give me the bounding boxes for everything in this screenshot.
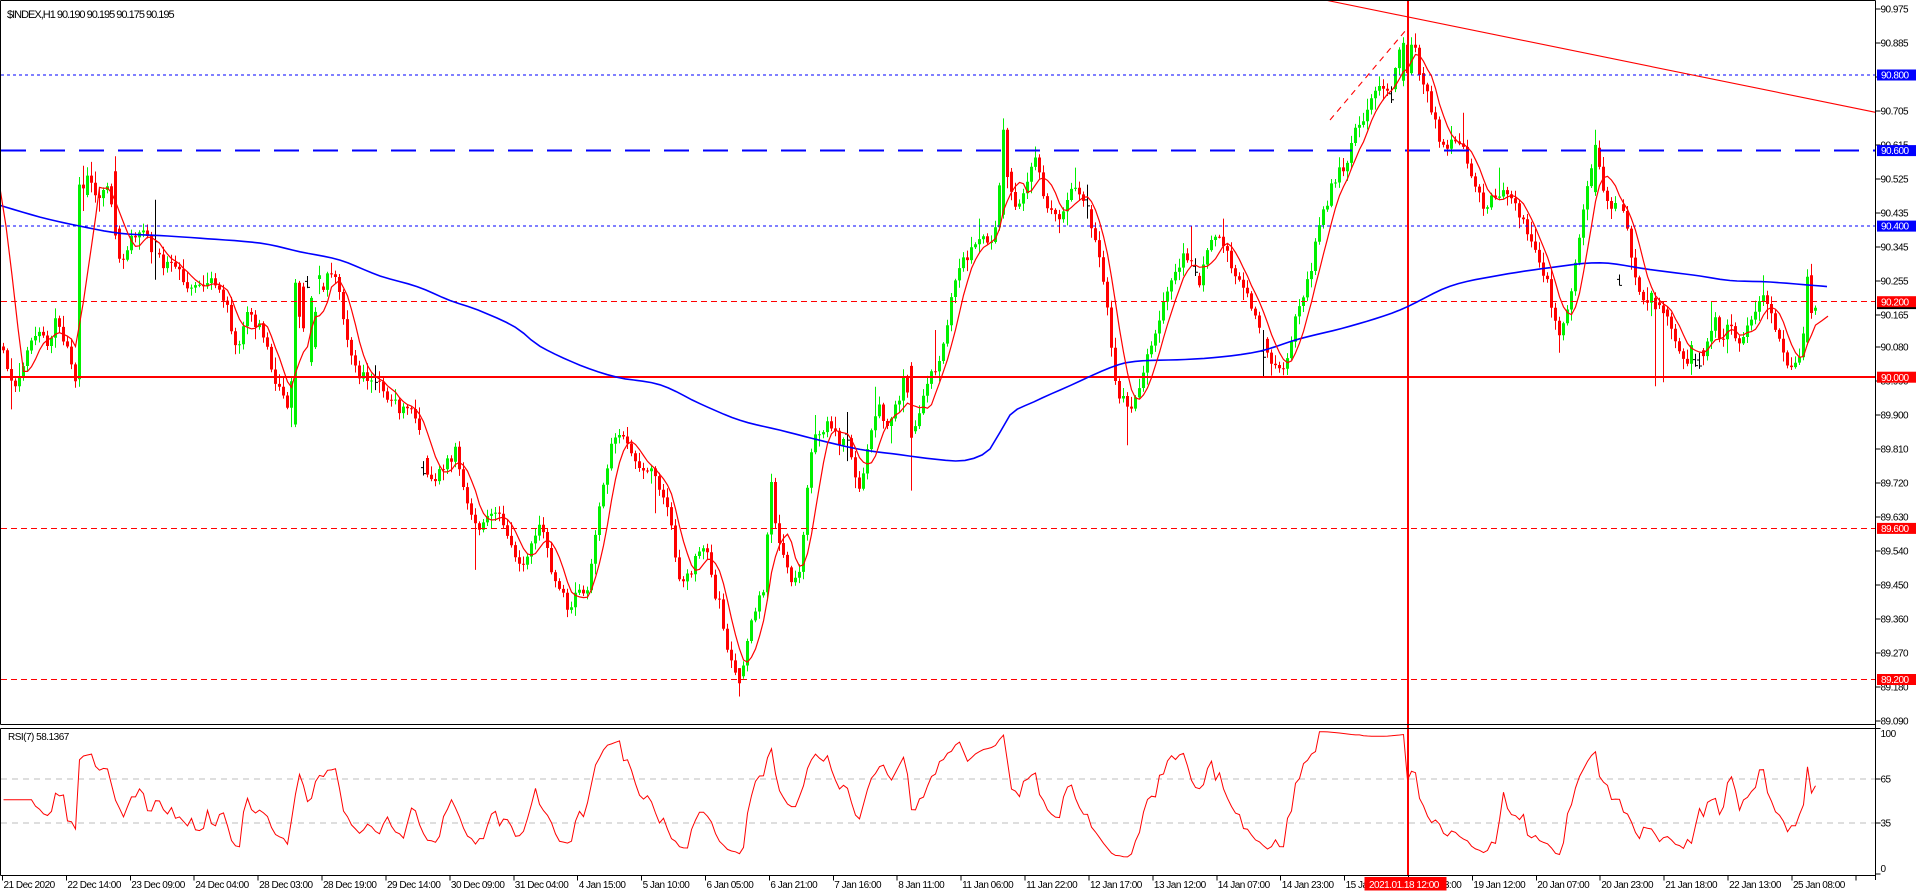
- svg-text:90.345: 90.345: [1881, 243, 1910, 254]
- svg-text:RSI(7) 58.1367: RSI(7) 58.1367: [8, 732, 70, 743]
- svg-text:90.400: 90.400: [1881, 222, 1910, 233]
- svg-text:89.600: 89.600: [1881, 524, 1910, 535]
- svg-text:2021.01.18 12:00: 2021.01.18 12:00: [1369, 880, 1440, 891]
- svg-text:89.270: 89.270: [1881, 649, 1910, 660]
- svg-text:90.975: 90.975: [1881, 5, 1910, 16]
- svg-text:89.900: 89.900: [1881, 411, 1910, 422]
- svg-text:89.090: 89.090: [1881, 717, 1910, 728]
- svg-text:89.450: 89.450: [1881, 581, 1910, 592]
- svg-text:19 Jan 12:00: 19 Jan 12:00: [1473, 880, 1526, 891]
- svg-text:90.600: 90.600: [1881, 146, 1910, 157]
- svg-text:5 Jan 10:00: 5 Jan 10:00: [643, 880, 691, 891]
- svg-text:7 Jan 16:00: 7 Jan 16:00: [834, 880, 882, 891]
- svg-text:90.525: 90.525: [1881, 175, 1910, 186]
- svg-text:89.540: 89.540: [1881, 547, 1910, 558]
- svg-text:11 Jan 06:00: 11 Jan 06:00: [962, 880, 1014, 891]
- svg-text:0: 0: [1881, 864, 1887, 875]
- svg-text:90.705: 90.705: [1881, 107, 1910, 118]
- svg-text:$INDEX,H1 90.190 90.195 90.17: $INDEX,H1 90.190 90.195 90.175 90.195: [7, 9, 175, 21]
- svg-text:90.255: 90.255: [1881, 277, 1910, 288]
- svg-text:14 Jan 07:00: 14 Jan 07:00: [1218, 880, 1271, 891]
- svg-text:28 Dec 19:00: 28 Dec 19:00: [323, 880, 377, 891]
- svg-text:89.360: 89.360: [1881, 615, 1910, 626]
- svg-text:20 Jan 23:00: 20 Jan 23:00: [1601, 880, 1654, 891]
- svg-text:14 Jan 23:00: 14 Jan 23:00: [1282, 880, 1335, 891]
- svg-text:12 Jan 17:00: 12 Jan 17:00: [1090, 880, 1143, 891]
- svg-text:65: 65: [1881, 775, 1892, 786]
- svg-text:22 Dec 14:00: 22 Dec 14:00: [67, 880, 121, 891]
- svg-text:6 Jan 21:00: 6 Jan 21:00: [770, 880, 818, 891]
- svg-text:89.630: 89.630: [1881, 513, 1910, 524]
- svg-text:21 Jan 18:00: 21 Jan 18:00: [1665, 880, 1718, 891]
- svg-text:13 Jan 12:00: 13 Jan 12:00: [1154, 880, 1207, 891]
- svg-text:35: 35: [1881, 819, 1892, 830]
- svg-text:24 Dec 04:00: 24 Dec 04:00: [195, 880, 249, 891]
- svg-text:90.200: 90.200: [1881, 297, 1910, 308]
- svg-text:21 Dec 2020: 21 Dec 2020: [4, 880, 56, 891]
- svg-text:6 Jan 05:00: 6 Jan 05:00: [707, 880, 755, 891]
- svg-text:90.885: 90.885: [1881, 39, 1910, 50]
- svg-text:89.810: 89.810: [1881, 445, 1910, 456]
- svg-text:90.435: 90.435: [1881, 209, 1910, 220]
- svg-text:89.180: 89.180: [1881, 683, 1910, 694]
- svg-text:29 Dec 14:00: 29 Dec 14:00: [387, 880, 441, 891]
- svg-text:8 Jan 11:00: 8 Jan 11:00: [898, 880, 945, 891]
- svg-text:4 Jan 15:00: 4 Jan 15:00: [579, 880, 627, 891]
- svg-text:11 Jan 22:00: 11 Jan 22:00: [1026, 880, 1078, 891]
- svg-text:31 Dec 04:00: 31 Dec 04:00: [515, 880, 569, 891]
- svg-text:90.800: 90.800: [1881, 71, 1910, 82]
- svg-text:90.080: 90.080: [1881, 343, 1910, 354]
- svg-text:90.165: 90.165: [1881, 311, 1910, 322]
- svg-text:22 Jan 13:00: 22 Jan 13:00: [1729, 880, 1782, 891]
- svg-text:30 Dec 09:00: 30 Dec 09:00: [451, 880, 505, 891]
- svg-text:90.000: 90.000: [1881, 373, 1910, 384]
- svg-text:89.200: 89.200: [1881, 675, 1910, 686]
- svg-text:100: 100: [1881, 729, 1897, 740]
- svg-text:23 Dec 09:00: 23 Dec 09:00: [131, 880, 185, 891]
- svg-text:25 Jan 08:00: 25 Jan 08:00: [1793, 880, 1846, 891]
- svg-text:20 Jan 07:00: 20 Jan 07:00: [1537, 880, 1590, 891]
- svg-text:89.720: 89.720: [1881, 479, 1910, 490]
- svg-text:28 Dec 03:00: 28 Dec 03:00: [259, 880, 313, 891]
